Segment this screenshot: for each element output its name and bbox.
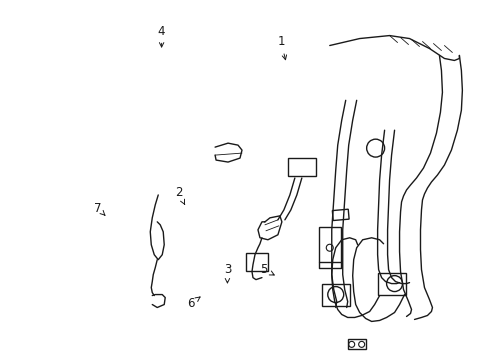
Text: 7: 7: [94, 202, 105, 215]
Text: 3: 3: [224, 263, 231, 283]
Bar: [347, 339, 365, 349]
Bar: [321, 284, 349, 306]
Bar: [332, 209, 348, 221]
Text: 4: 4: [158, 25, 165, 47]
Text: 6: 6: [187, 297, 200, 310]
Bar: [377, 273, 405, 294]
Bar: [287, 158, 315, 176]
Text: 5: 5: [260, 263, 274, 276]
Text: 1: 1: [277, 35, 286, 60]
Bar: [245, 253, 267, 271]
Text: 2: 2: [175, 186, 184, 204]
Bar: [318, 227, 340, 262]
